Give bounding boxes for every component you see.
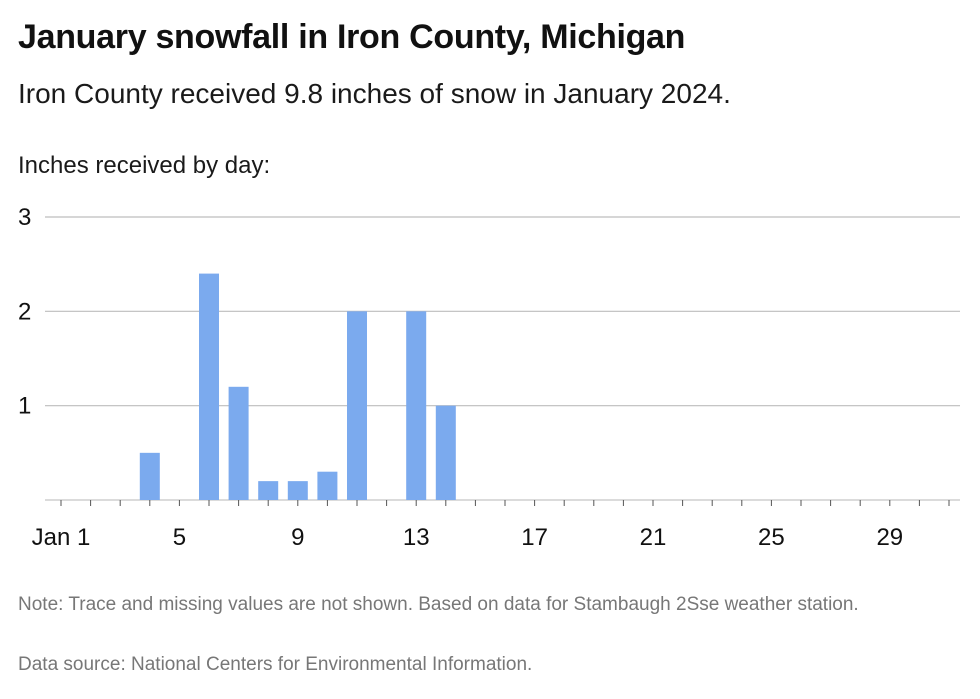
bar	[287, 481, 308, 500]
y-tick-label: 3	[18, 204, 31, 231]
x-tick-label: 13	[403, 524, 430, 551]
bar	[228, 386, 249, 500]
bar	[199, 273, 219, 500]
x-tick-label: 9	[291, 524, 304, 551]
y-tick-label: 2	[18, 298, 31, 325]
chart-note: Note: Trace and missing values are not s…	[18, 594, 859, 615]
chart-subtitle: Iron County received 9.8 inches of snow …	[18, 78, 731, 109]
x-tick-label: Jan 1	[32, 524, 91, 551]
y-axis-label: Inches received by day:	[18, 152, 271, 179]
x-tick-label: 29	[876, 524, 903, 551]
data-source: Data source: National Centers for Enviro…	[18, 654, 533, 675]
bar	[435, 405, 456, 500]
chart-title: January snowfall in Iron County, Michiga…	[18, 18, 686, 56]
x-tick-label: 17	[521, 524, 548, 551]
x-tick-label: 25	[758, 524, 785, 551]
x-tick-label: 21	[640, 524, 667, 551]
snowfall-bar-chart: 1 2 3 Jan 1 5 9 13 17 21 25 29	[18, 204, 960, 551]
bar	[317, 471, 338, 500]
bar	[258, 481, 279, 500]
bar	[406, 311, 427, 500]
bar	[347, 311, 367, 500]
y-tick-label: 1	[18, 393, 31, 420]
bar	[139, 452, 160, 500]
x-tick-label: 5	[173, 524, 186, 551]
